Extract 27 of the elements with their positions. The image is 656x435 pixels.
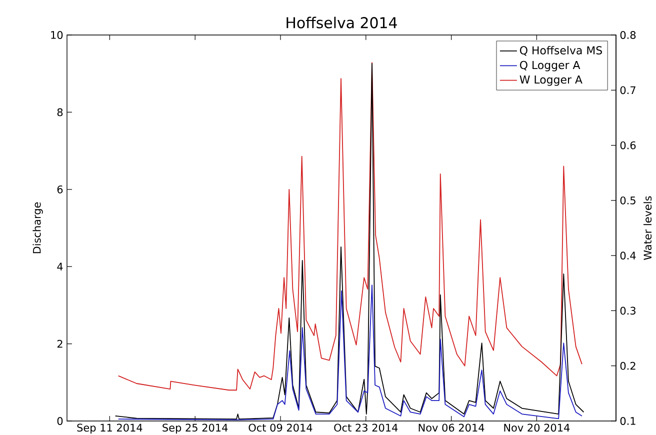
y2-tick-label: 0.7 — [620, 86, 636, 94]
y-axis-title: Discharge — [32, 202, 43, 254]
y-tick-label: 6 — [57, 185, 63, 194]
chart-title: Hoffselva 2014 — [286, 16, 397, 28]
y-tick-label: 10 — [51, 31, 63, 39]
line-series — [118, 284, 582, 420]
y2-tick-label: 0.6 — [620, 141, 636, 150]
y2-axis-title: Water levels — [644, 196, 652, 260]
y2-tick-label: 0.1 — [620, 417, 636, 425]
legend-label: Q Hoffselva MS — [520, 46, 602, 56]
x-tick-label: Oct 09 2014 — [248, 424, 312, 432]
y2-tick-label: 0.4 — [620, 252, 636, 260]
y-tick-label: 8 — [57, 108, 63, 116]
x-tick-label: Sep 11 2014 — [77, 424, 142, 434]
y2-tick-label: 0.8 — [620, 31, 636, 39]
x-tick-label: Sep 25 2014 — [162, 424, 228, 434]
y2-tick-label: 0.5 — [620, 196, 636, 204]
y-tick-label: 0 — [57, 417, 63, 425]
legend-label: W Logger A — [520, 76, 582, 86]
x-tick-label: Nov 20 2014 — [504, 424, 570, 432]
y-tick-label: 2 — [57, 340, 62, 348]
y2-tick-label: 0.3 — [620, 306, 636, 315]
legend-label: Q Logger A — [520, 60, 580, 72]
y-tick-label: 4 — [57, 262, 63, 270]
x-tick-label: Nov 06 2014 — [418, 424, 484, 432]
y2-tick-label: 0.2 — [620, 362, 636, 370]
x-tick-label: Oct 23 2014 — [334, 424, 398, 432]
